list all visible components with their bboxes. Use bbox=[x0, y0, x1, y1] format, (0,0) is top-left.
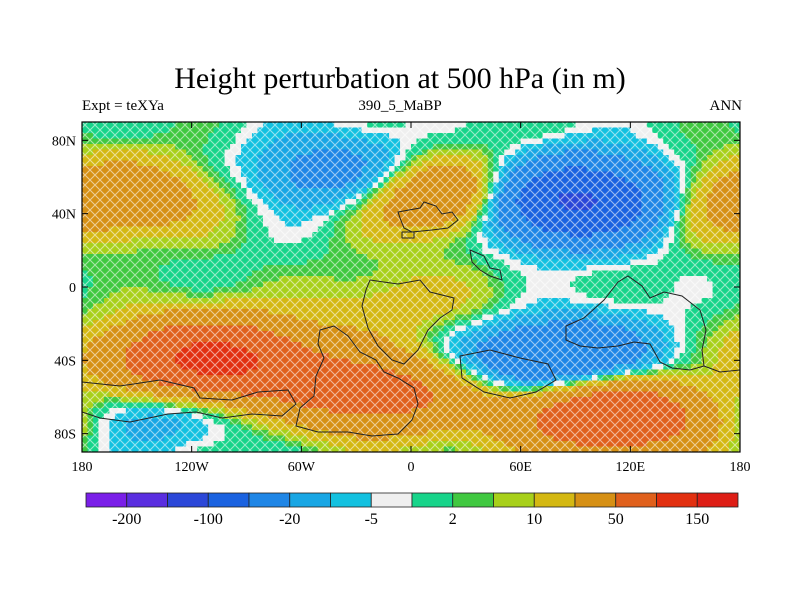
chart-title: Height perturbation at 500 hPa (in m) bbox=[174, 62, 626, 95]
subtitle-right: ANN bbox=[709, 98, 743, 114]
subtitle-left: Expt = teXYa bbox=[82, 98, 164, 114]
subtitle-center: 390_5_MaBP bbox=[358, 98, 442, 114]
